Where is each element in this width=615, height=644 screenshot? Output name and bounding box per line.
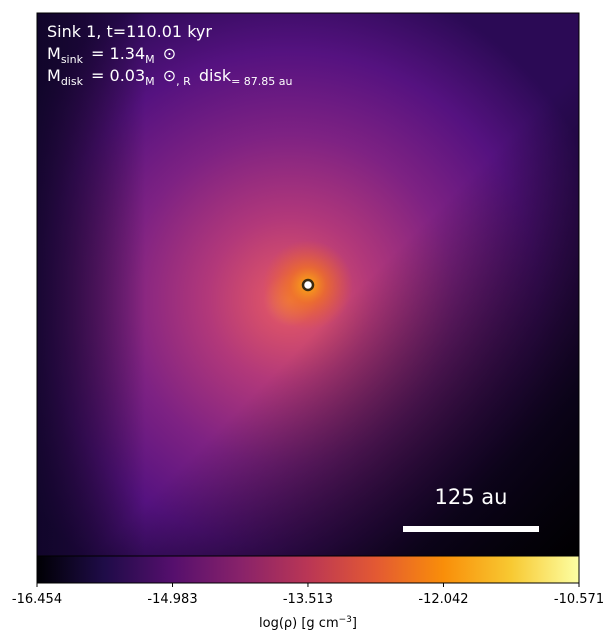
annotation-line: Mdisk = 0.03M ⊙, R disk= 87.85 au [47,66,293,88]
subscript: M [145,75,155,88]
annotation-line: Sink 1, t=110.01 kyr [47,22,212,41]
colorbar-label: log(ρ) [g cm−3] [259,615,357,631]
subscript: M [145,53,155,66]
text-part: = 1.34 [86,44,145,63]
text-part: log(ρ) [g cm [259,616,339,631]
scalebar [403,526,539,532]
text-part: disk [194,66,232,85]
colorbar [36,555,580,584]
sink-marker [301,278,315,292]
text-part: M [47,44,61,63]
tick-label: -10.571 [554,592,604,607]
text-part: = 0.03 [86,66,145,85]
subscript: , R [176,75,191,88]
superscript: −3 [339,615,352,625]
text-part: M [47,66,61,85]
text-part: Sink 1, t=110.01 kyr [47,22,212,41]
text-part: ⊙ [158,44,177,63]
tick-label: -13.513 [283,592,333,607]
colorbar-axis: -16.454 -14.983 -13.513 -12.042 -10.571 log(ρ… [12,583,604,631]
tick-label: -14.983 [147,592,197,607]
scalebar-label: 125 au [435,485,508,509]
text-part: ⊙ [158,66,177,85]
tick-label: -16.454 [12,592,62,607]
tick-label: -12.042 [418,592,468,607]
subscript: disk [61,75,84,88]
subscript: = 87.85 au [231,75,292,88]
annotation-line: Msink = 1.34M ⊙ [47,44,176,66]
text-part: ] [352,616,357,631]
subscript: sink [61,53,84,66]
